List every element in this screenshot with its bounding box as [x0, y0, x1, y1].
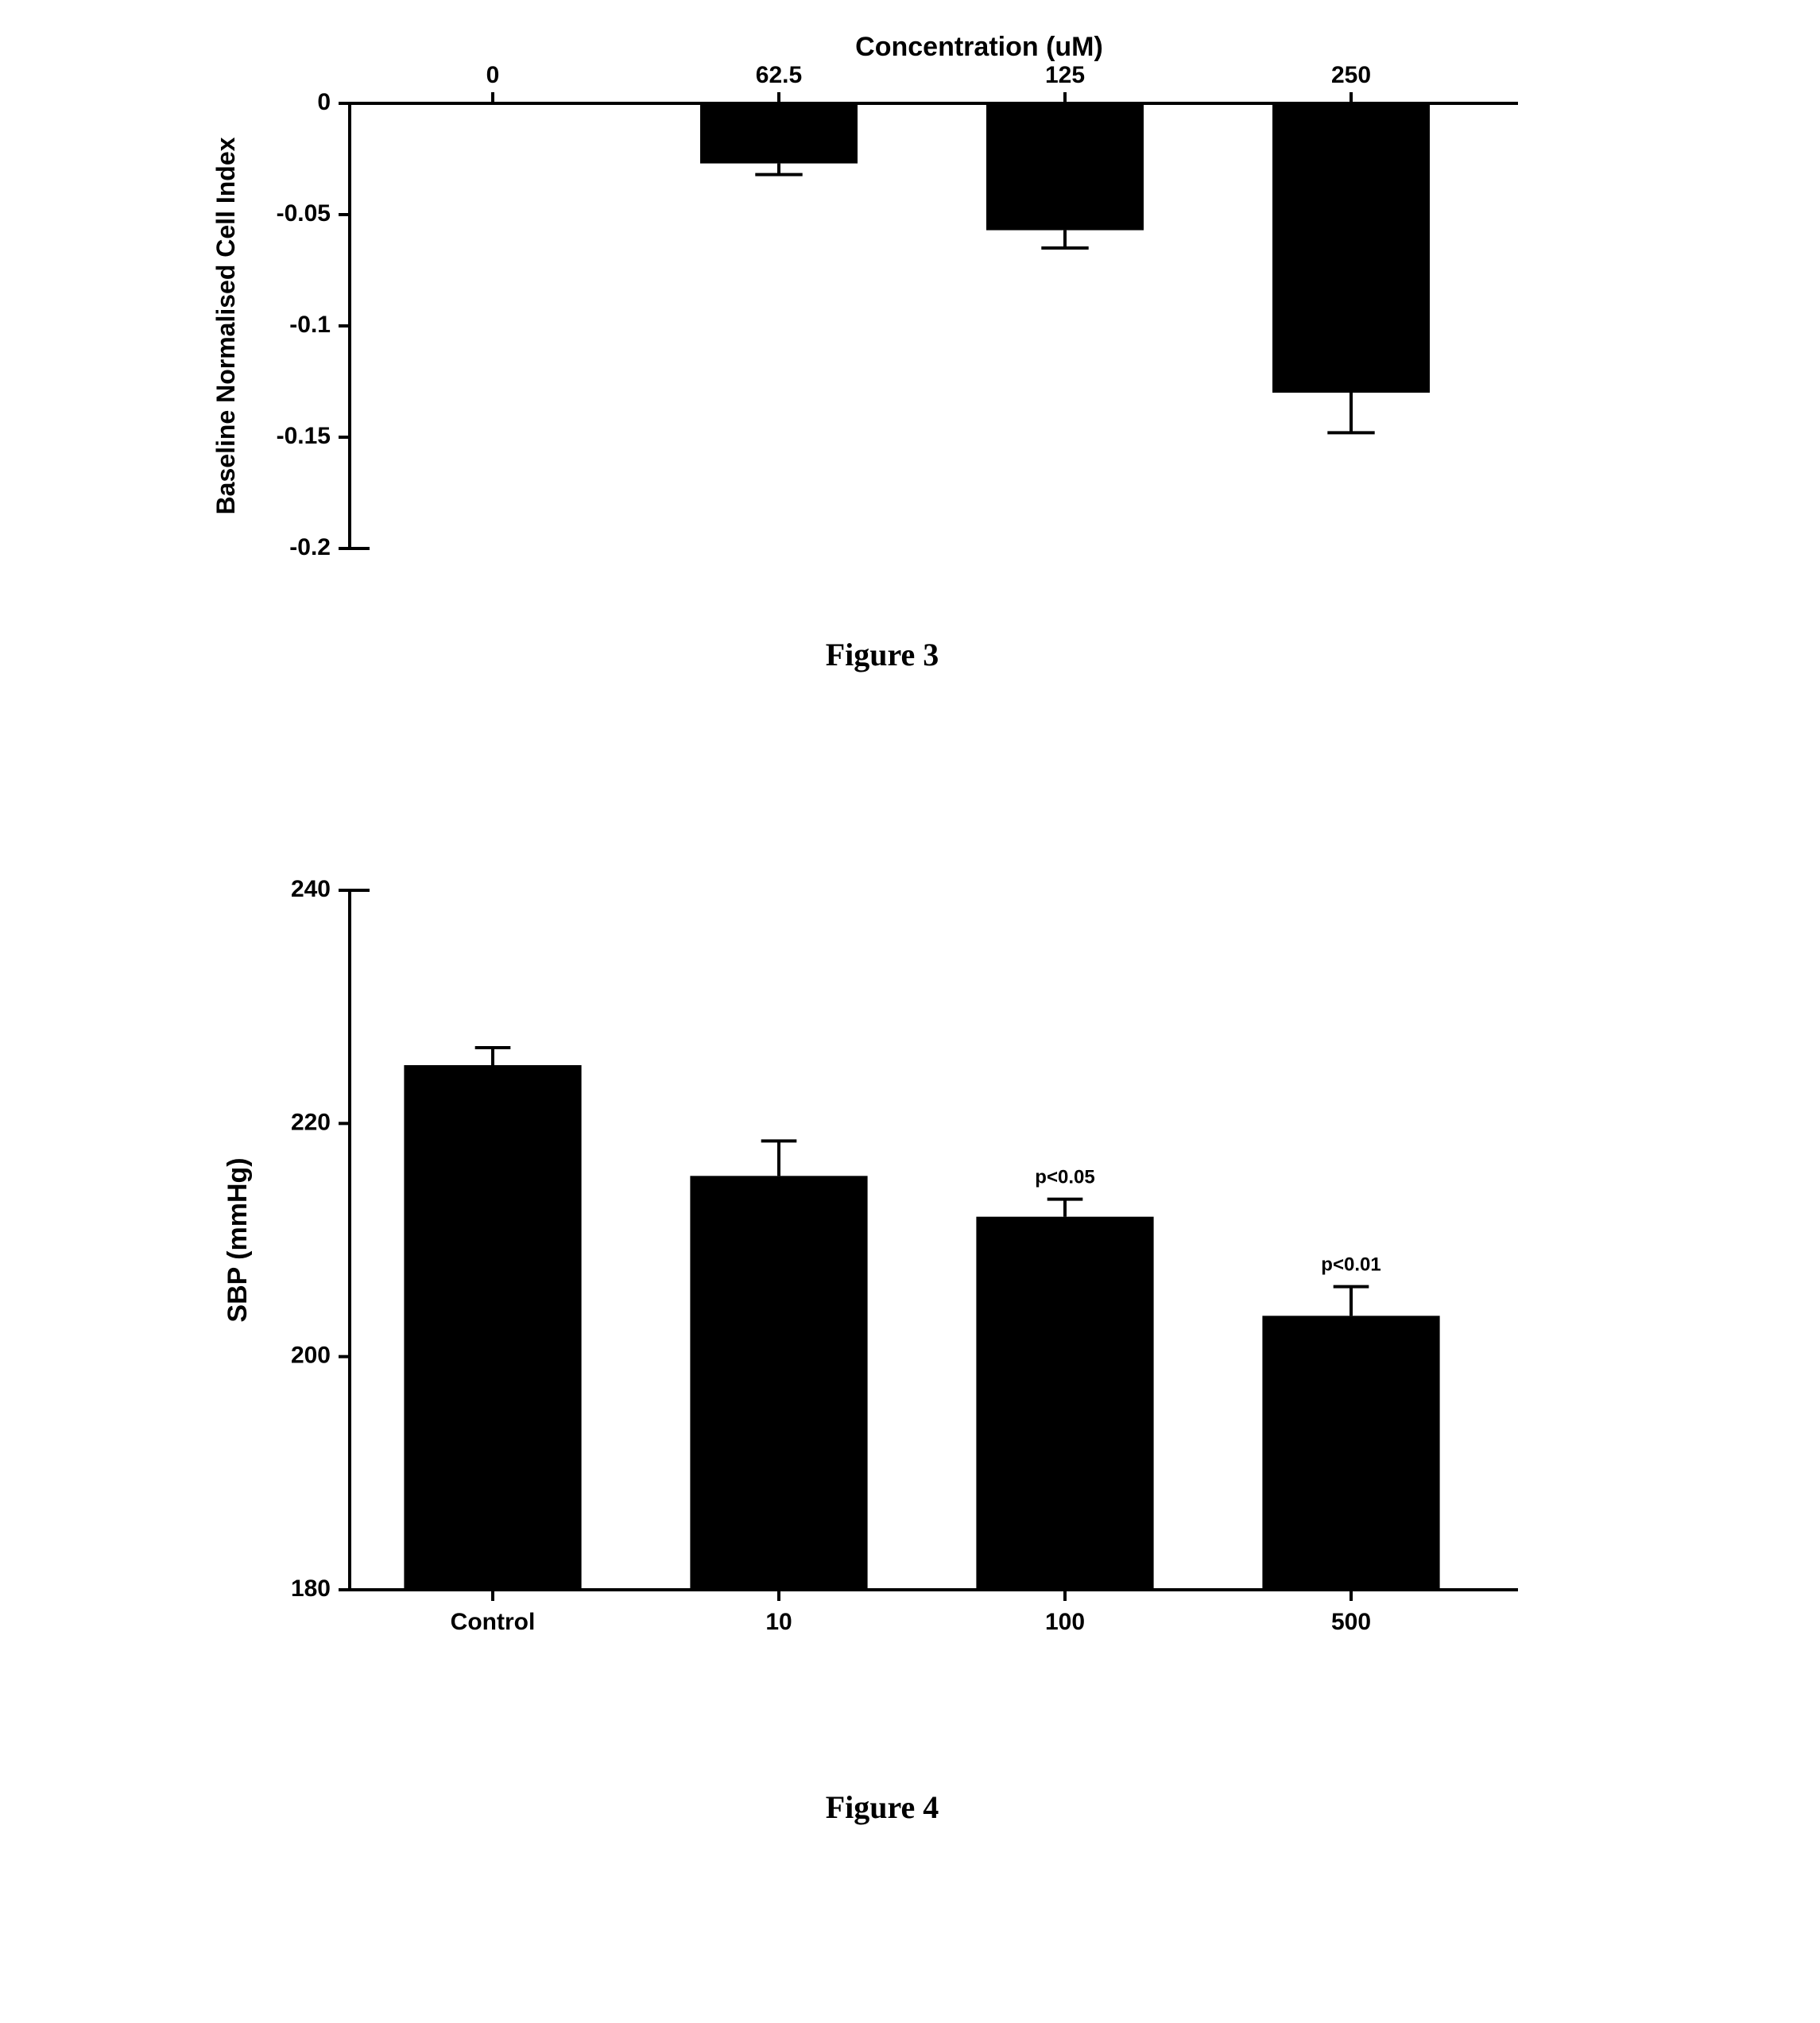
- svg-text:-0.1: -0.1: [289, 312, 331, 338]
- svg-text:240: 240: [291, 876, 331, 902]
- svg-text:p<0.01: p<0.01: [1321, 1254, 1380, 1276]
- svg-text:180: 180: [291, 1575, 331, 1602]
- svg-text:Concentration (uM): Concentration (uM): [855, 32, 1103, 62]
- svg-text:-0.2: -0.2: [289, 534, 331, 560]
- figure-3-svg: 0 -0.05 -0.1 -0.15 -0.2 0 62.5 125 250 Concentrat…: [207, 32, 1558, 588]
- svg-text:0: 0: [486, 62, 500, 88]
- svg-text:-0.05: -0.05: [277, 200, 331, 227]
- figure-4-caption: Figure 4: [207, 1789, 1558, 1826]
- figure-3-chart: 0 -0.05 -0.1 -0.15 -0.2 0 62.5 125 250 Concentrat…: [207, 32, 1558, 588]
- figure-4-chart: p<0.05 p<0.01 180 200 220 240 Control 10 100 500 S…: [207, 858, 1558, 1693]
- figure-3-caption: Figure 3: [207, 636, 1558, 673]
- svg-text:SBP (mmHg): SBP (mmHg): [223, 1157, 253, 1322]
- svg-text:10: 10: [765, 1609, 792, 1635]
- svg-text:500: 500: [1331, 1609, 1371, 1635]
- svg-text:62.5: 62.5: [756, 62, 802, 88]
- svg-text:-0.15: -0.15: [277, 423, 331, 449]
- svg-text:Baseline Normalised Cell Index: Baseline Normalised Cell Index: [211, 137, 240, 514]
- page: 0 -0.05 -0.1 -0.15 -0.2 0 62.5 125 250 Concentrat…: [0, 0, 1820, 2023]
- svg-text:Control: Control: [451, 1609, 536, 1635]
- figure-4-svg: p<0.05 p<0.01 180 200 220 240 Control 10 100 500 S…: [207, 858, 1558, 1693]
- svg-text:200: 200: [291, 1343, 331, 1369]
- svg-text:p<0.05: p<0.05: [1035, 1167, 1094, 1188]
- svg-text:220: 220: [291, 1109, 331, 1135]
- svg-text:0: 0: [317, 89, 331, 115]
- svg-text:100: 100: [1045, 1609, 1085, 1635]
- svg-text:250: 250: [1331, 62, 1371, 88]
- svg-text:125: 125: [1045, 62, 1085, 88]
